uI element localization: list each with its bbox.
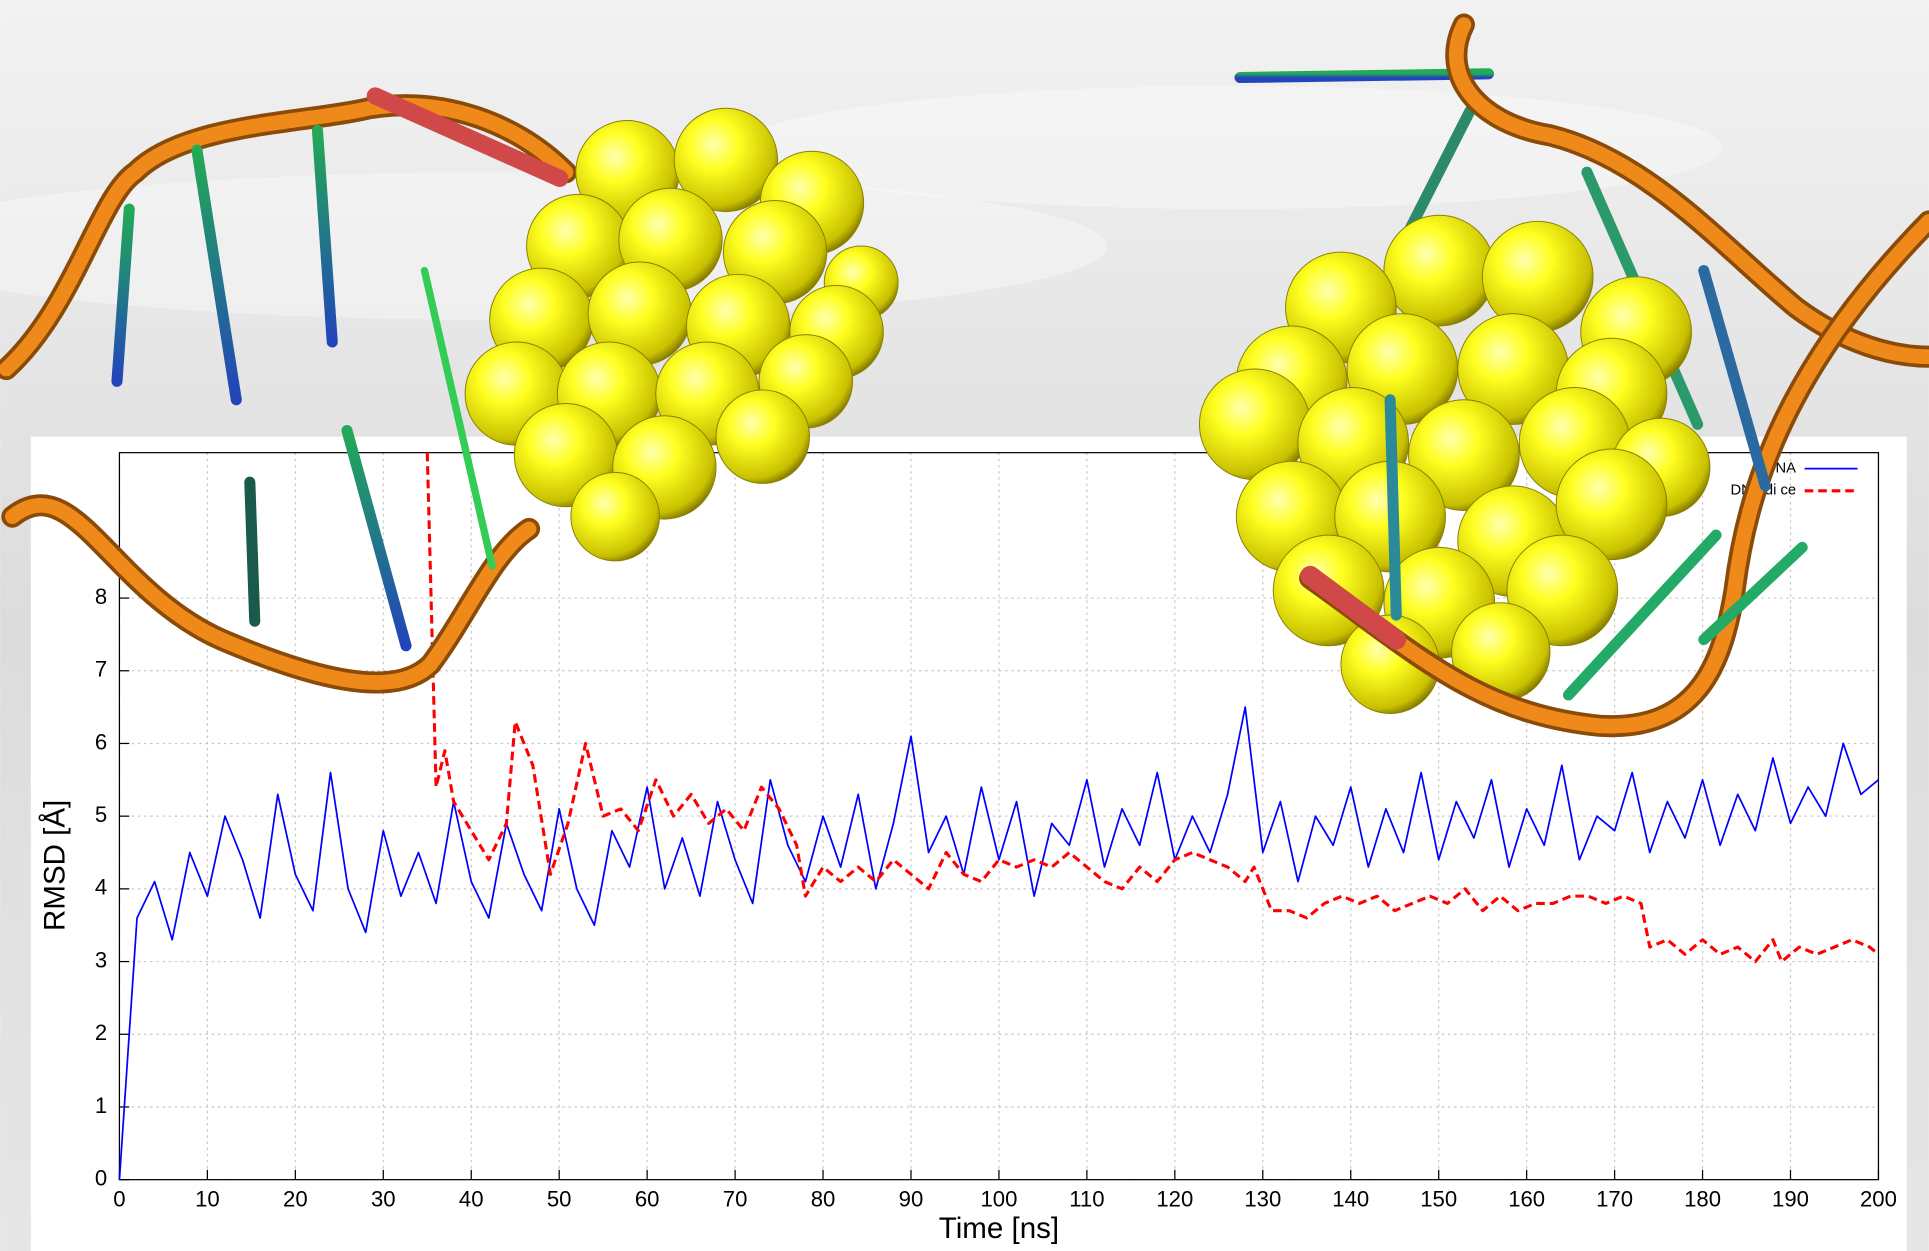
y-tick-label: 1 — [95, 1093, 107, 1118]
x-tick-label: 10 — [195, 1186, 220, 1211]
x-tick-label: 130 — [1244, 1186, 1281, 1211]
y-tick-label: 2 — [95, 1020, 107, 1045]
y-tick-label: 6 — [95, 729, 107, 754]
plot-panel — [31, 437, 1907, 1251]
y-tick-label: 5 — [95, 802, 107, 827]
y-tick-label: 7 — [95, 657, 107, 682]
dna-base — [250, 482, 255, 621]
x-axis-label: Time [ns] — [939, 1212, 1059, 1245]
x-tick-label: 50 — [547, 1186, 572, 1211]
y-tick-label: 4 — [95, 875, 107, 900]
chart: 0123456780102030405060708090100110120130… — [0, 0, 1929, 1251]
x-tick-label: 40 — [459, 1186, 484, 1211]
x-tick-label: 70 — [723, 1186, 748, 1211]
x-tick-label: 90 — [899, 1186, 924, 1211]
y-tick-label: 0 — [95, 1165, 107, 1190]
x-tick-label: 160 — [1508, 1186, 1545, 1211]
x-tick-label: 110 — [1069, 1186, 1104, 1211]
x-tick-label: 140 — [1332, 1186, 1369, 1211]
x-tick-label: 150 — [1420, 1186, 1457, 1211]
x-tick-label: 190 — [1772, 1186, 1809, 1211]
x-tick-label: 80 — [811, 1186, 836, 1211]
page: 0123456780102030405060708090100110120130… — [0, 0, 1929, 1251]
x-tick-label: 0 — [113, 1186, 125, 1211]
x-tick-label: 60 — [635, 1186, 660, 1211]
x-tick-label: 20 — [283, 1186, 308, 1211]
x-tick-label: 120 — [1156, 1186, 1193, 1211]
x-tick-label: 180 — [1684, 1186, 1721, 1211]
legend-label: NA — [1776, 461, 1797, 477]
x-tick-label: 30 — [371, 1186, 396, 1211]
y-axis-label: RMSD [Å] — [38, 800, 71, 931]
x-tick-label: 200 — [1860, 1186, 1897, 1211]
y-tick-label: 8 — [95, 584, 107, 609]
x-tick-label: 100 — [980, 1186, 1017, 1211]
x-tick-label: 170 — [1596, 1186, 1633, 1211]
y-tick-label: 3 — [95, 947, 107, 972]
dna-base — [1390, 400, 1396, 615]
